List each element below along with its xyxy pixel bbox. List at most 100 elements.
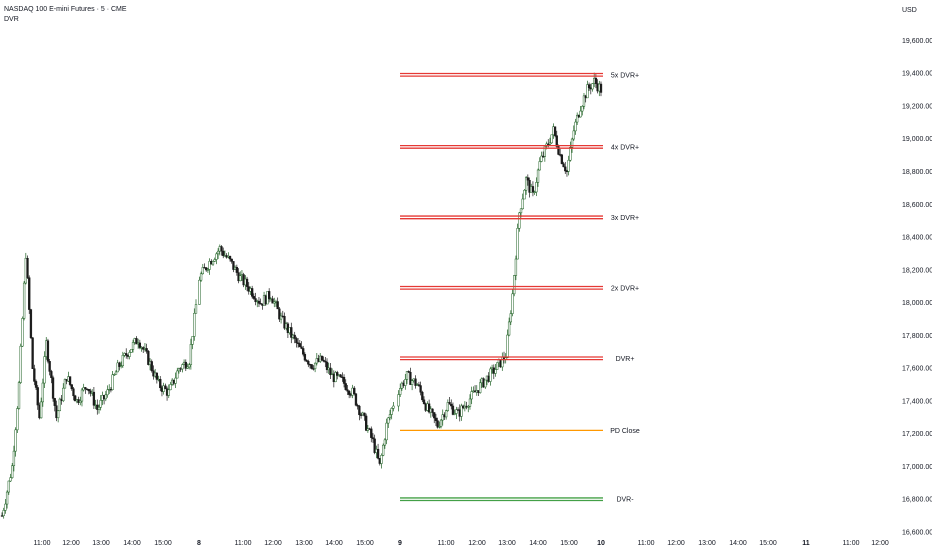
price-axis[interactable]: USD 19,600.00 19,400.00 19,200.00 19,000.00… bbox=[902, 7, 932, 537]
candle-body bbox=[201, 267, 204, 275]
candle-body bbox=[194, 304, 198, 314]
candle-body bbox=[419, 385, 422, 393]
candle-body bbox=[271, 298, 274, 304]
candle-body bbox=[325, 361, 329, 371]
candle-body bbox=[524, 177, 528, 191]
candle-body bbox=[562, 163, 565, 168]
candle-body bbox=[235, 266, 238, 273]
candle-body bbox=[320, 355, 324, 361]
candle-body bbox=[496, 362, 499, 370]
candle-body bbox=[63, 379, 67, 389]
level-label: 5x DVR+ bbox=[611, 72, 639, 79]
candle-body bbox=[404, 379, 407, 386]
dvr-levels-layer: 5x DVR+ 4x DVR+ 3x DVR+ 2x DVR+ DVR+ PD Close… bbox=[400, 72, 640, 504]
candle-body bbox=[380, 455, 383, 464]
candle-body bbox=[46, 340, 50, 362]
x-tick-label: 12:00 bbox=[667, 540, 685, 547]
candle-body bbox=[145, 348, 148, 352]
candle-body bbox=[511, 293, 514, 314]
candle-body bbox=[484, 379, 487, 388]
x-tick-label: 11:00 bbox=[438, 540, 455, 547]
candle-body bbox=[531, 186, 535, 193]
candle-body bbox=[365, 415, 368, 431]
x-tick-label: 14:00 bbox=[123, 540, 141, 547]
candle-body bbox=[399, 388, 402, 395]
candle-body bbox=[92, 391, 96, 406]
candle-body bbox=[383, 439, 387, 446]
candle-body bbox=[205, 267, 208, 271]
candle-body bbox=[353, 387, 356, 395]
candle-body bbox=[356, 404, 359, 407]
candle-body bbox=[215, 253, 218, 260]
candle-body bbox=[390, 408, 393, 415]
candle-body bbox=[397, 394, 400, 407]
candle-body bbox=[150, 361, 153, 371]
candle-body bbox=[177, 368, 181, 372]
candle-body bbox=[193, 313, 196, 337]
x-tick-label: 11:00 bbox=[638, 540, 655, 547]
currency-label: USD bbox=[902, 7, 917, 14]
candle-body bbox=[460, 405, 463, 417]
x-tick-label: 11:00 bbox=[34, 540, 51, 547]
candle-body bbox=[302, 348, 305, 355]
candle-body bbox=[51, 377, 55, 399]
candle-body bbox=[72, 388, 75, 397]
candle-body bbox=[433, 412, 436, 419]
x-tick-label: 10 bbox=[597, 540, 605, 547]
candle-body bbox=[68, 376, 72, 385]
candle-body bbox=[540, 155, 543, 162]
candle-body bbox=[206, 269, 210, 271]
candle-body bbox=[560, 154, 564, 164]
candle-body bbox=[29, 309, 33, 338]
x-tick-label: 14:00 bbox=[529, 540, 547, 547]
candle-body bbox=[579, 110, 582, 118]
candle-body bbox=[567, 159, 570, 172]
x-tick-label: 15:00 bbox=[759, 540, 777, 547]
candle-body bbox=[230, 258, 233, 262]
candle-body bbox=[336, 372, 339, 376]
candle-body bbox=[2, 510, 5, 516]
symbol-title: NASDAQ 100 E-mini Futures · 5 · CME bbox=[4, 6, 127, 13]
candle-body bbox=[519, 208, 523, 214]
candle-body bbox=[276, 301, 279, 310]
candle-body bbox=[31, 337, 34, 369]
candle-body bbox=[252, 296, 256, 299]
y-tick-label: 18,600.00 bbox=[902, 202, 932, 209]
x-tick-label: 12:00 bbox=[264, 540, 282, 547]
candle-body bbox=[189, 344, 193, 365]
candle-body bbox=[451, 405, 455, 415]
candle-body bbox=[121, 355, 124, 366]
candle-body bbox=[34, 381, 38, 388]
candle-body bbox=[198, 279, 201, 305]
candle-body bbox=[257, 300, 261, 304]
candle-body bbox=[312, 368, 315, 370]
candle-body bbox=[48, 361, 51, 372]
candle-body bbox=[12, 450, 16, 467]
candle-body bbox=[19, 345, 22, 383]
candle-body bbox=[346, 389, 349, 392]
x-tick-label: 15:00 bbox=[356, 540, 374, 547]
candle-body bbox=[514, 258, 518, 276]
candle-body bbox=[290, 327, 293, 338]
x-tick-label: 9 bbox=[398, 540, 402, 547]
candle-body bbox=[414, 378, 417, 386]
candle-body bbox=[329, 367, 332, 376]
candle-body bbox=[467, 406, 470, 408]
candle-body bbox=[405, 371, 409, 380]
candle-body bbox=[228, 255, 232, 260]
candle-body bbox=[438, 426, 441, 428]
candle-body bbox=[50, 371, 53, 378]
candle-body bbox=[114, 371, 118, 375]
time-axis[interactable]: 11:00 12:00 13:00 14:00 15:00 8 11:00 12:00 13:0… bbox=[34, 540, 889, 547]
x-tick-label: 11 bbox=[802, 540, 810, 547]
candle-body bbox=[574, 121, 577, 132]
candle-body bbox=[358, 405, 361, 416]
candle-body bbox=[307, 360, 310, 365]
candle-body bbox=[28, 277, 31, 310]
candle-body bbox=[569, 146, 572, 161]
candle-body bbox=[216, 250, 220, 255]
candle-body bbox=[22, 282, 26, 319]
candle-body bbox=[421, 391, 424, 401]
level-label: 3x DVR+ bbox=[611, 215, 639, 222]
